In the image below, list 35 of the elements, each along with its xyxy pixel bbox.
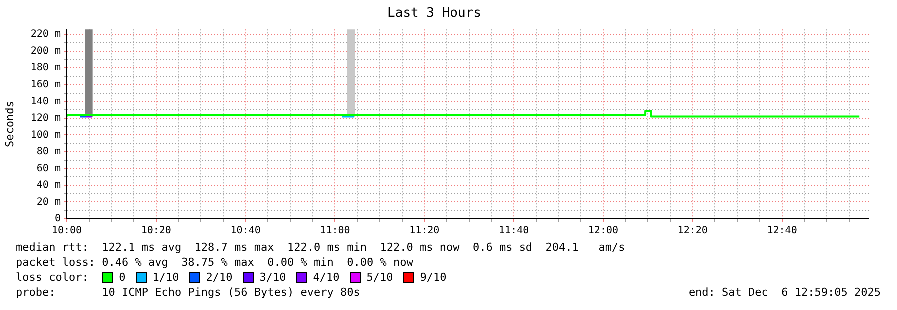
- y-tick-label: 40 m: [36, 180, 61, 192]
- text: end: Sat Dec 6 12:59:05 2025: [688, 285, 881, 300]
- y-tick-label: 120 m: [30, 113, 61, 124]
- legend-label: 4/10: [313, 270, 340, 285]
- y-tick-label: 20 m: [36, 196, 61, 208]
- y-tick-label: 200 m: [30, 46, 61, 57]
- y-tick-label: 160 m: [30, 80, 61, 91]
- legend-label: 1/10: [152, 270, 180, 285]
- x-tick-label: 10:40: [230, 226, 261, 237]
- y-tick-label: 220 m: [30, 29, 61, 40]
- y-tick-label: 60 m: [36, 163, 61, 174]
- x-tick-label: 12:20: [678, 226, 708, 237]
- chart-title: Last 3 Hours: [388, 6, 482, 22]
- legend-title: loss color:: [16, 270, 90, 285]
- x-tick-label: 11:00: [320, 226, 350, 237]
- x-tick-label: 11:40: [499, 226, 530, 237]
- x-tick-label: 10:20: [141, 226, 172, 237]
- x-tick-label: 10:00: [52, 226, 82, 237]
- y-tick-label: 100 m: [30, 130, 61, 141]
- text: probe: 10 ICMP Echo Pings (56 Bytes) every 80s: [16, 285, 360, 300]
- legend-label: 3/10: [260, 270, 286, 285]
- y-tick-label: 140 m: [30, 96, 61, 108]
- legend-label: 0: [119, 270, 126, 285]
- text: median rtt: 122.1 ms avg 128.7 ms max 122.0 ms min 122.0 ms now 0.6 ms sd 204.1 am/s: [16, 240, 626, 255]
- legend-label: 5/10: [366, 270, 394, 285]
- y-tick-label: 80 m: [36, 146, 61, 158]
- legend-label: 2/10: [206, 270, 233, 285]
- x-tick-label: 12:40: [767, 226, 798, 237]
- y-axis-title: Seconds: [3, 101, 16, 148]
- x-tick-label: 12:00: [588, 226, 619, 237]
- y-tick-label: 0: [54, 214, 61, 225]
- text: packet loss: 0.46 % avg 38.75 % max 0.00 % min 0.00 % now: [16, 255, 414, 270]
- y-tick-label: 180 m: [30, 62, 61, 74]
- x-tick-label: 11:20: [410, 226, 440, 237]
- legend-label: 9/10: [420, 270, 447, 285]
